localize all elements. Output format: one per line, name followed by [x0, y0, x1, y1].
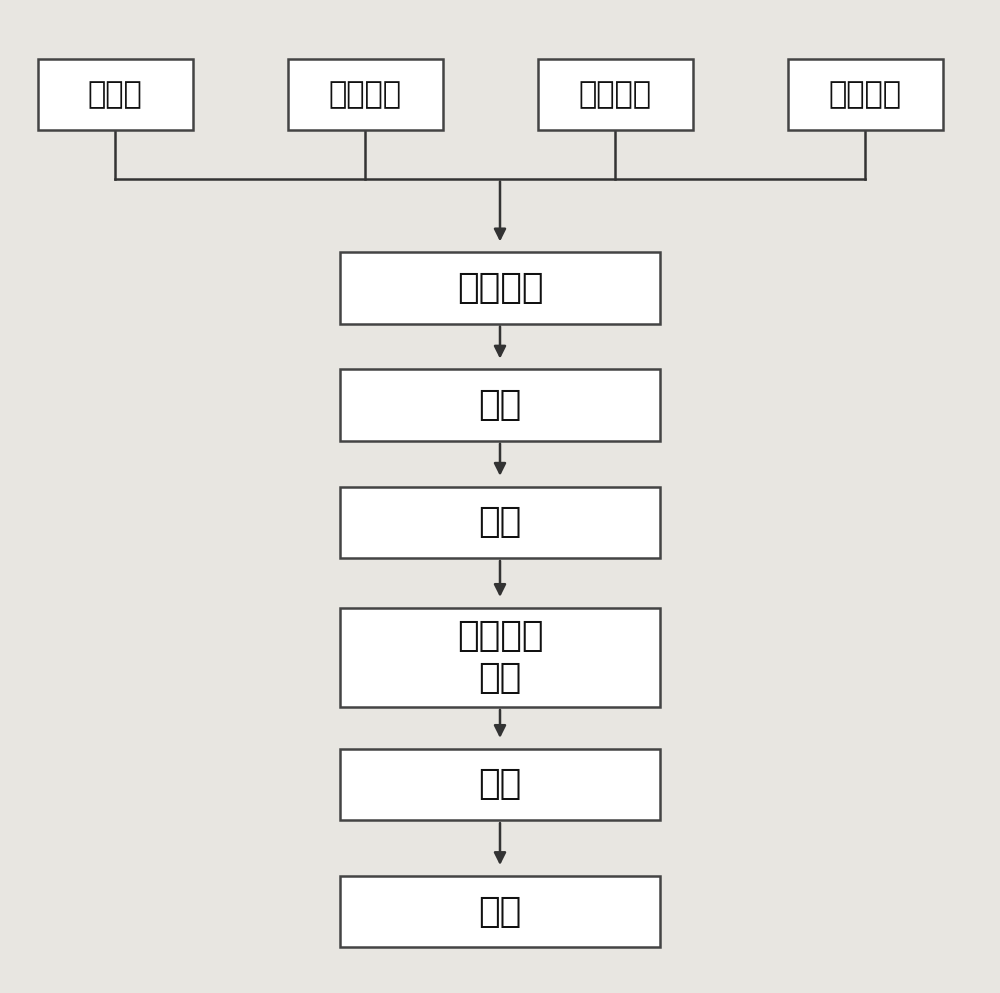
Text: 氮化硅粉: 氮化硅粉: [328, 79, 402, 109]
Bar: [538, 59, 692, 130]
Text: 干燥: 干燥: [478, 768, 522, 801]
Text: 发泡: 发泡: [478, 505, 522, 539]
Text: 混合浆料: 混合浆料: [457, 271, 543, 305]
Bar: [340, 749, 660, 820]
Bar: [288, 59, 442, 130]
Bar: [788, 59, 942, 130]
Text: 低温凝胶
固化: 低温凝胶 固化: [457, 620, 543, 695]
Bar: [340, 252, 660, 324]
Text: 氧化钡粉: 氧化钡粉: [578, 79, 652, 109]
Bar: [38, 59, 192, 130]
Text: 硅溶胶: 硅溶胶: [88, 79, 142, 109]
Bar: [340, 876, 660, 947]
Text: 氧化铝粉: 氧化铝粉: [828, 79, 902, 109]
Bar: [340, 487, 660, 558]
Text: 烧结: 烧结: [478, 895, 522, 928]
Bar: [340, 608, 660, 707]
Text: 球磨: 球磨: [478, 388, 522, 422]
Bar: [340, 369, 660, 441]
